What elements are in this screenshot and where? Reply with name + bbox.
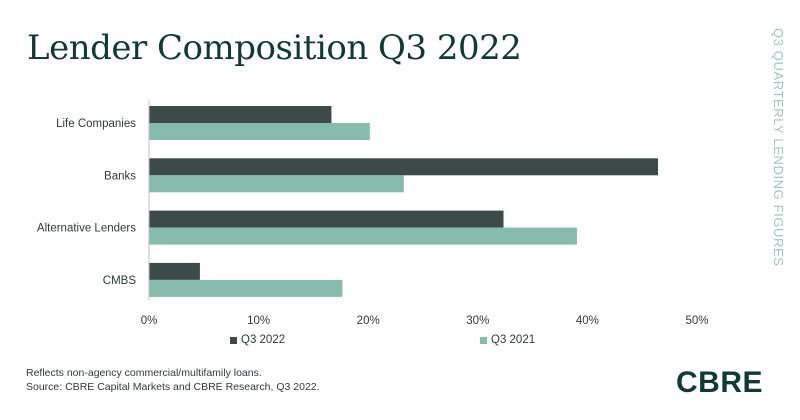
- legend-item-q3-2022: Q3 2022: [230, 334, 285, 346]
- legend-label-q3-2021: Q3 2021: [491, 334, 536, 346]
- category-label: Banks: [104, 170, 136, 182]
- category-label: Life Companies: [56, 118, 136, 130]
- footnote: Reflects non-agency commercial/multifami…: [26, 366, 320, 394]
- bar-cmbs-q3-2022: [149, 262, 200, 280]
- bar-life-companies-q3-2022: [149, 106, 332, 123]
- legend-item-q3-2021: Q3 2021: [480, 334, 535, 346]
- chart-title: Lender Composition Q3 2022: [27, 28, 522, 68]
- bar-banks-q3-2022: [149, 158, 659, 176]
- x-tick-label: 40%: [576, 315, 599, 327]
- bar-chart: Life Companies Banks Alternative Lenders CM…: [37, 100, 709, 327]
- x-tick-label: 20%: [357, 315, 380, 327]
- side-label: Q3 QUARTERLY LENDING FIGURES: [771, 28, 786, 267]
- category-label: CMBS: [103, 275, 137, 287]
- bar-cmbs-q3-2021: [149, 279, 343, 297]
- x-tick-label: 10%: [247, 315, 270, 327]
- footnote-line-1: Reflects non-agency commercial/multifami…: [26, 367, 262, 379]
- x-tick-label: 30%: [466, 315, 489, 327]
- bar-alternative-lenders-q3-2021: [149, 227, 577, 245]
- cbre-logo: CBRE: [676, 366, 764, 399]
- x-tick-label: 0%: [141, 315, 158, 327]
- legend-label-q3-2022: Q3 2022: [241, 334, 286, 346]
- x-tick-label: 50%: [685, 315, 708, 327]
- bar-alternative-lenders-q3-2022: [149, 210, 504, 228]
- bar-life-companies-q3-2021: [149, 123, 370, 140]
- category-label: Alternative Lenders: [37, 223, 136, 235]
- legend-swatch-q3-2022: [230, 336, 237, 344]
- bar-banks-q3-2021: [149, 175, 404, 193]
- footnote-line-2: Source: CBRE Capital Markets and CBRE Re…: [26, 381, 320, 393]
- legend-swatch-q3-2021: [480, 336, 487, 344]
